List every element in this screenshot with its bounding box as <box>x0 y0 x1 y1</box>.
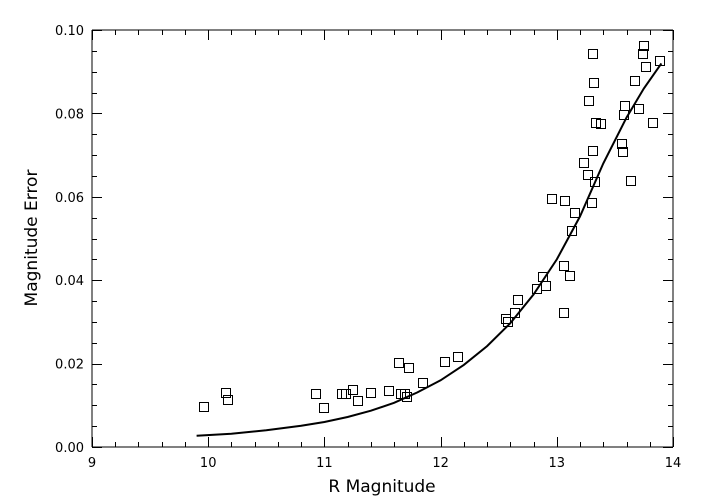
data-point <box>596 119 606 129</box>
x-axis-title: R Magnitude <box>328 477 435 497</box>
data-point <box>311 389 321 399</box>
x-tick-label: 9 <box>88 456 96 471</box>
data-point <box>590 177 600 187</box>
y-tick-label: 0.08 <box>55 107 84 122</box>
data-point <box>513 295 523 305</box>
data-point <box>199 402 209 412</box>
data-point <box>541 281 551 291</box>
data-point <box>560 196 570 206</box>
data-point <box>620 101 630 111</box>
data-point <box>630 76 640 86</box>
data-point <box>655 56 665 66</box>
data-point <box>366 388 376 398</box>
data-point <box>223 395 233 405</box>
x-tick-label: 11 <box>316 456 333 471</box>
plot-frame <box>91 29 674 448</box>
data-point <box>638 49 648 59</box>
data-point <box>400 389 410 399</box>
data-point <box>626 176 636 186</box>
data-point <box>418 378 428 388</box>
y-axis-title: Magnitude Error <box>22 170 42 307</box>
fit-curve <box>196 62 663 437</box>
data-point <box>319 403 329 413</box>
data-point <box>221 388 231 398</box>
y-tick-label: 0.02 <box>55 358 84 373</box>
tick-marks <box>92 30 674 448</box>
tick-labels: 9 10 11 12 13 14 0.00 0.02 0.04 0.06 0.08 0.10 <box>55 24 681 471</box>
data-point <box>394 358 404 368</box>
data-point <box>567 226 577 236</box>
data-point <box>570 208 580 218</box>
y-tick-label: 0.00 <box>55 441 84 456</box>
data-point <box>547 194 557 204</box>
data-point <box>639 41 649 51</box>
data-point <box>503 317 513 327</box>
data-point <box>648 118 658 128</box>
x-tick-label: 14 <box>665 456 682 471</box>
data-point <box>510 308 520 318</box>
data-point <box>559 261 569 271</box>
data-point <box>559 308 569 318</box>
data-point <box>587 198 597 208</box>
data-point <box>353 396 363 406</box>
data-point <box>634 104 644 114</box>
data-point <box>404 363 414 373</box>
data-point <box>579 158 589 168</box>
data-point <box>588 146 598 156</box>
data-point <box>618 147 628 157</box>
x-tick-label: 10 <box>200 456 217 471</box>
data-point <box>583 170 593 180</box>
x-tick-label: 13 <box>549 456 566 471</box>
y-tick-label: 0.10 <box>55 24 84 39</box>
data-point <box>453 352 463 362</box>
data-point <box>589 78 599 88</box>
data-point <box>641 62 651 72</box>
y-tick-label: 0.06 <box>55 191 84 206</box>
data-point <box>402 392 412 402</box>
data-point <box>501 314 511 324</box>
y-tick-label: 0.04 <box>55 274 84 289</box>
data-point <box>584 96 594 106</box>
data-point <box>588 49 598 59</box>
data-point <box>440 357 450 367</box>
x-tick-label: 12 <box>432 456 449 471</box>
data-point <box>384 386 394 396</box>
data-point <box>348 385 358 395</box>
data-point <box>617 139 627 149</box>
data-points <box>199 41 665 413</box>
data-point <box>565 271 575 281</box>
